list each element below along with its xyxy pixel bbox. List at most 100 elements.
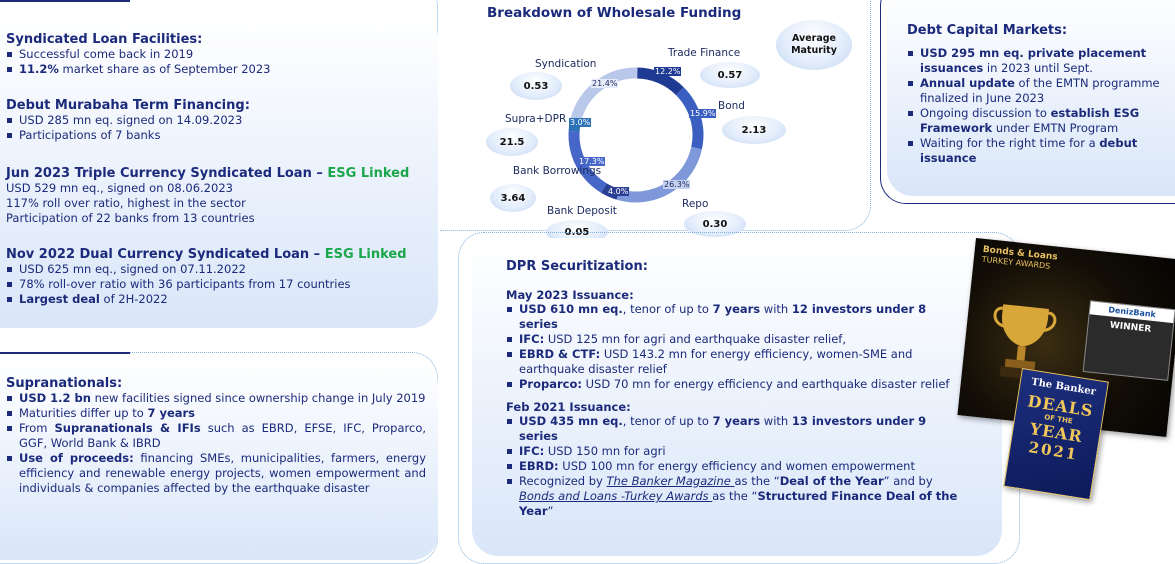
feb-ifc: IFC: — [519, 444, 545, 458]
triple-title: Jun 2023 Triple Currency Syndicated Loan… — [6, 166, 426, 181]
supra-bullet-3-text: such as EBRD, EFSE, IFC, Proparco, GGF, … — [19, 421, 427, 450]
pct-bank-deposit: 4.0% — [607, 187, 630, 196]
winner-plate: DenizBank WINNER — [1082, 300, 1175, 381]
dual-bullet-1: USD 625 mn eq., signed on 07.11.2022 — [6, 262, 426, 277]
label-repo: Repo — [682, 198, 709, 210]
dcm-bullet-2-text: of the EMTN programme finalized in June … — [920, 76, 1160, 105]
supra-amount: USD 1.2 bn — [19, 391, 91, 405]
dcm-bullet-2: Annual update of the EMTN programme fina… — [907, 76, 1169, 106]
pct-trade-finance: 12.2% — [654, 67, 682, 76]
dcm-panel — [887, 0, 1175, 196]
dcm-title: Debt Capital Markets: — [907, 23, 1068, 38]
bl-logo: Bonds & Loans TURKEY AWARDS — [981, 245, 1122, 279]
dcm-private-placement: USD 295 mn eq. private placement issuanc… — [920, 46, 1147, 75]
murabaha-bullet-1: USD 285 mn eq. signed on 14.09.2023 — [6, 113, 426, 128]
label-bank-borrowings: Bank Borrowings — [512, 165, 602, 177]
feb-bullet-4: Recognized by The Banker Magazine as the… — [506, 474, 966, 519]
pct-bank-borrowings: 17.3% — [578, 157, 606, 166]
dual-esg-badge: ESG Linked — [324, 247, 407, 262]
the-banker-award-image: The Banker DEALS OF THE YEAR 2021 — [1003, 368, 1109, 501]
market-share-text: market share as of September 2023 — [58, 62, 271, 76]
maturity-bank-borrowings: 3.64 — [490, 184, 536, 212]
supra-bullet-2-text: Maturities differ up to — [19, 406, 148, 420]
may-bullet-4: Proparco: USD 70 mn for energy efficienc… — [506, 377, 966, 392]
feb-investors: 13 investors under 9 series — [519, 414, 927, 443]
feb-b1-mid2: with — [760, 414, 792, 428]
syndicated-title: Syndicated Loan Facilities: — [6, 32, 203, 47]
feb-b4-c: ” and by — [883, 474, 933, 488]
may-b1-mid: , tenor of up to — [622, 302, 713, 316]
label-trade-finance: Trade Finance — [668, 47, 741, 59]
feb-ebrd: EBRD: — [519, 459, 559, 473]
label-syndication: Syndication — [535, 58, 597, 70]
dpr-section: DPR Securitization: May 2023 Issuance: U… — [506, 259, 966, 519]
supra-panel-rule — [0, 352, 130, 354]
dcm-bullet-1: USD 295 mn eq. private placement issuanc… — [907, 46, 1169, 76]
syndicated-panel — [0, 12, 438, 328]
triple-line-3: Participation of 22 banks from 13 countr… — [6, 211, 255, 225]
dcm-bullet-3-a: Ongoing discussion to — [920, 106, 1051, 120]
supra-use-of-proceeds: Use of proceeds: — [19, 451, 134, 465]
supra-bullet-4: Use of proceeds: financing SMEs, municip… — [6, 451, 426, 496]
supra-section: Supranationals: USD 1.2 bn new facilitie… — [6, 376, 426, 496]
may-b3-text: USD 143.2 mn for energy efficiency, wome… — [519, 347, 913, 376]
average-maturity-bubble: Average Maturity — [776, 20, 852, 70]
supra-bullet-3-a: From — [19, 421, 55, 435]
feb-tenor: 7 years — [712, 414, 761, 428]
maturity-syndication: 0.53 — [510, 72, 562, 100]
supra-bullet-2: Maturities differ up to 7 years — [6, 406, 426, 421]
label-bank-deposit: Bank Deposit — [547, 205, 617, 217]
dcm-bullet-1-text: in 2023 until Sept. — [983, 61, 1093, 75]
dual-title-text: Nov 2022 Dual Currency Syndicated Loan – — [6, 247, 325, 262]
dual-title: Nov 2022 Dual Currency Syndicated Loan –… — [6, 247, 426, 262]
may-b1-mid2: with — [760, 302, 792, 316]
may-amount: USD 610 mn eq. — [519, 302, 623, 316]
chart-border — [440, 0, 871, 231]
may-ifc: IFC: — [519, 332, 545, 346]
supra-bullet-4-text: financing SMEs, municipalities, farmers,… — [19, 451, 427, 495]
supra-years: 7 years — [147, 406, 196, 420]
dual-bullet-3: Largest deal of 2H-2022 — [6, 292, 426, 307]
largest-deal-text: of 2H-2022 — [99, 292, 168, 306]
maturity-bond: 2.13 — [722, 116, 786, 144]
dual-section: Nov 2022 Dual Currency Syndicated Loan –… — [6, 247, 426, 307]
murabaha-title: Debut Murabaha Term Financing: — [6, 98, 250, 113]
label-bond: Bond — [718, 100, 745, 112]
feb-b4-a: Recognized by — [519, 474, 607, 488]
may-b4-text: USD 70 mn for energy efficiency and eart… — [581, 377, 950, 391]
dcm-bullet-4: Waiting for the right time for a debut i… — [907, 136, 1169, 166]
dcm-bullet-3-text: under EMTN Program — [992, 121, 1119, 135]
may-b2-text: USD 125 mn for agri and earthquake disas… — [544, 332, 846, 346]
supra-bullet-3: From Supranationals & IFIs such as EBRD,… — [6, 421, 426, 451]
pct-repo: 26.3% — [663, 180, 691, 189]
largest-deal: Largest deal — [19, 292, 100, 306]
dcm-esg-framework: establish ESG Framework — [920, 106, 1140, 135]
feb-b4-b: as the “ — [734, 474, 780, 488]
supra-panel — [0, 360, 438, 560]
may-tenor: 7 years — [712, 302, 761, 316]
dpr-panel — [472, 238, 1002, 556]
triple-title-text: Jun 2023 Triple Currency Syndicated Loan… — [6, 166, 328, 181]
dual-bullet-2: 78% roll-over ratio with 36 participants… — [6, 277, 426, 292]
may-proparco: Proparco: — [519, 377, 582, 391]
feb-bullet-1: USD 435 mn eq., tenor of up to 7 years w… — [506, 414, 966, 444]
may-bullet-3: EBRD & CTF: USD 143.2 mn for energy effi… — [506, 347, 966, 377]
syndicated-bullet-1: Successful come back in 2019 — [6, 47, 426, 62]
syndicated-bullet-2: 11.2% market share as of September 2023 — [6, 62, 426, 77]
supra-bullet-1: USD 1.2 bn new facilities signed since o… — [6, 391, 426, 406]
dcm-bullet-4-a: Waiting for the right time for a — [920, 136, 1100, 150]
trophy-icon — [993, 304, 1057, 381]
pct-bond: 15.9% — [689, 109, 717, 118]
supra-title: Supranationals: — [6, 376, 123, 391]
supra-bullet-1-text: new facilities signed since ownership ch… — [90, 391, 426, 405]
feb-b3-text: USD 100 mn for energy efficiency and wom… — [558, 459, 915, 473]
triple-line-1: USD 529 mn eq., signed on 08.06.2023 — [6, 181, 233, 195]
bonds-loans-award-image: Bonds & Loans TURKEY AWARDS DenizBank WI… — [957, 238, 1175, 437]
maturity-trade-finance: 0.57 — [700, 62, 760, 88]
label-supra-dpr: Supra+DPR — [505, 113, 567, 125]
the-banker-magazine-link[interactable]: The Banker Magazine — [606, 474, 735, 488]
bonds-and-loans-link[interactable]: Bonds and Loans -Turkey Awards — [519, 489, 713, 503]
may-ebrd-ctf: EBRD & CTF: — [519, 347, 601, 361]
chart-title: Breakdown of Wholesale Funding — [487, 5, 742, 21]
structured-finance-deal: Structured Finance Deal of the Year — [519, 489, 958, 518]
